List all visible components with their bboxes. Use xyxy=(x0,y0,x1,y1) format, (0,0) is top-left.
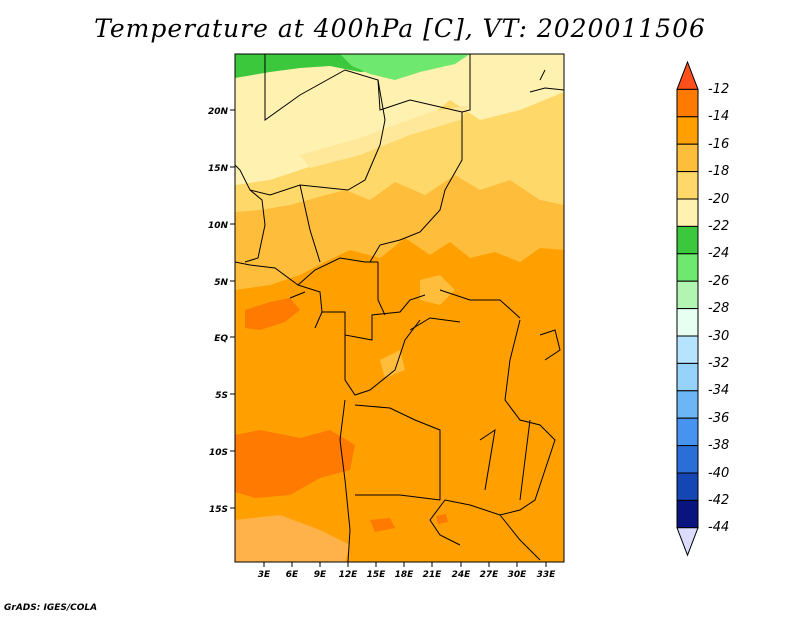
lon-label-21e: 21E xyxy=(423,570,443,580)
colorbar-swatch xyxy=(676,417,699,447)
colorbar-labels: -12 -14 -16 -18 -20 -22 -24 -26 -28 -30 … xyxy=(708,82,729,535)
colorbar-swatch xyxy=(676,143,699,173)
colorbar-swatch xyxy=(676,445,699,474)
colorbar-swatch xyxy=(676,60,699,90)
colorbar-label: -16 xyxy=(708,137,729,152)
map-title: Temperature at 400hPa [C], VT: 202001150… xyxy=(94,14,706,43)
lon-label-33e: 33E xyxy=(537,570,557,580)
field-light-patch-central xyxy=(420,275,455,305)
colorbar-swatch xyxy=(676,280,699,310)
map-frame xyxy=(234,53,565,563)
longitude-axis: 3E 6E 9E 12E 15E 18E 21E 24E 27E 30E 33E xyxy=(258,562,556,580)
lat-label-20n: 20N xyxy=(208,107,229,117)
colorbar-swatch xyxy=(676,362,699,392)
lat-label-15n: 15N xyxy=(208,164,229,174)
colorbar-label: -14 xyxy=(708,109,729,124)
lon-label-30e: 30E xyxy=(508,570,528,580)
field-band-minus26-to-minus24 xyxy=(340,54,470,80)
colorbar-swatch xyxy=(676,198,699,227)
colorbar-swatch xyxy=(676,499,699,529)
field-warm-patch-tiny xyxy=(436,514,448,524)
colorbar-label: -18 xyxy=(708,164,729,179)
lon-label-6e: 6E xyxy=(286,570,299,580)
field-warm-patch-south-atlantic xyxy=(235,430,355,498)
lon-label-9e: 9E xyxy=(314,570,327,580)
field-warm-patch-small xyxy=(370,518,395,532)
colorbar-swatch xyxy=(676,527,699,557)
field-light-patch-sw xyxy=(235,515,350,562)
colorbar-label: -20 xyxy=(708,192,729,207)
colorbar-label: -24 xyxy=(708,246,729,261)
country-borders xyxy=(235,54,564,562)
lat-label-eq: EQ xyxy=(214,334,228,344)
colorbar-swatch xyxy=(676,253,699,282)
colorbar-label: -22 xyxy=(708,219,729,234)
colorbar-label: -38 xyxy=(708,438,729,453)
colorbar-label: -42 xyxy=(708,493,729,508)
colorbar-swatch xyxy=(676,171,699,200)
lat-label-10n: 10N xyxy=(208,221,229,231)
lon-label-27e: 27E xyxy=(480,570,500,580)
lon-label-18e: 18E xyxy=(395,570,415,580)
latitude-axis: 20N 15N 10N 5N EQ 5S 10S 15S xyxy=(208,107,235,515)
colorbar-swatch xyxy=(676,335,699,364)
colorbar-label: -12 xyxy=(708,82,729,97)
colorbar-label: -30 xyxy=(708,329,729,344)
colorbar-label: -36 xyxy=(708,411,729,426)
lon-label-12e: 12E xyxy=(339,570,359,580)
lat-label-10s: 10S xyxy=(209,448,228,458)
lat-label-5s: 5S xyxy=(215,391,228,401)
lat-label-15s: 15S xyxy=(209,505,228,515)
lon-label-3e: 3E xyxy=(258,570,271,580)
field-warm-patch-coast xyxy=(245,298,300,330)
colorbar-swatch xyxy=(676,225,699,255)
colorbar-segments xyxy=(676,60,699,557)
field-streak xyxy=(300,105,470,168)
colorbar-label: -44 xyxy=(708,520,729,535)
lat-label-5n: 5N xyxy=(214,278,228,288)
lon-label-24e: 24E xyxy=(452,570,472,580)
colorbar-label: -40 xyxy=(708,466,729,481)
temperature-field xyxy=(235,54,564,562)
colorbar-swatch xyxy=(676,472,699,501)
lon-label-15e: 15E xyxy=(367,570,387,580)
grads-credit: GrADS: IGES/COLA xyxy=(4,603,98,613)
colorbar-label: -32 xyxy=(708,356,729,371)
colorbar-label: -28 xyxy=(708,301,729,316)
colorbar-swatch xyxy=(676,390,699,419)
colorbar: -12 -14 -16 -18 -20 -22 -24 -26 -28 -30 … xyxy=(676,60,729,557)
colorbar-swatch xyxy=(676,88,699,118)
colorbar-swatch xyxy=(676,116,699,145)
field-light-patch-basin xyxy=(380,350,405,378)
colorbar-label: -26 xyxy=(708,274,729,289)
colorbar-label: -34 xyxy=(708,383,729,398)
colorbar-swatch xyxy=(676,308,699,337)
